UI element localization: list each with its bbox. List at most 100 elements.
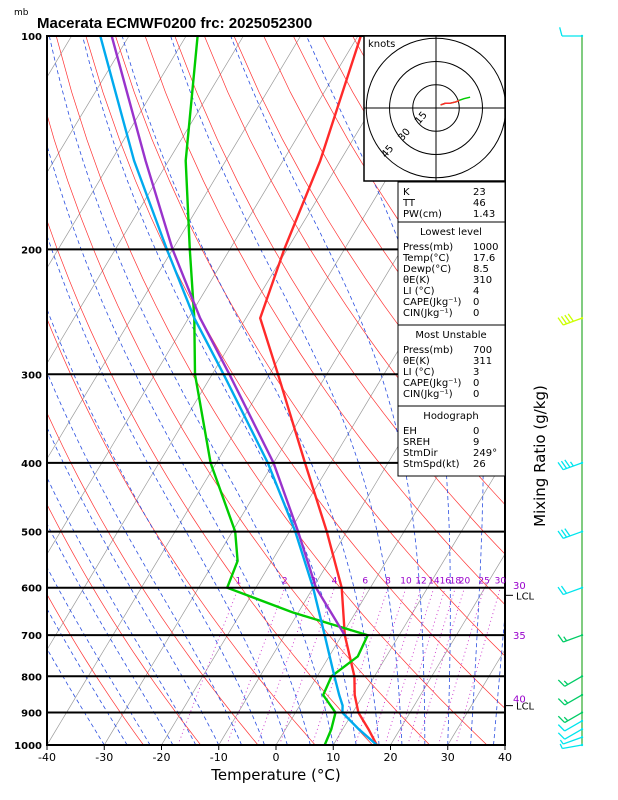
dry-adiabat — [47, 317, 316, 745]
dry-adiabat — [233, 36, 505, 457]
index-value: 249° — [473, 448, 497, 459]
temperature-tick-label: -10 — [210, 751, 228, 764]
isotherm-line — [103, 76, 505, 745]
mixing-ratio-label: 6 — [362, 577, 368, 587]
index-value: 4 — [473, 286, 479, 297]
index-label: Temp(°C) — [402, 253, 450, 264]
moist-adiabat — [47, 234, 288, 745]
temperature-tick-label: -20 — [153, 751, 171, 764]
wind-barb-flag — [560, 529, 568, 538]
dry-adiabat — [144, 36, 505, 606]
temperature-tick-label: 30 — [441, 751, 455, 764]
mixing-ratio-line — [417, 587, 465, 745]
index-value: 46 — [473, 198, 486, 209]
mixing-ratio-label: 18 — [450, 577, 462, 587]
isotherm-line — [390, 553, 505, 745]
wind-barb-dot — [580, 736, 584, 739]
index-value: 26 — [473, 459, 486, 470]
index-value: 700 — [473, 345, 492, 356]
isotherm-line — [47, 36, 244, 364]
index-value: 0 — [473, 378, 479, 389]
index-label: θE(K) — [403, 275, 430, 286]
index-value: 3 — [473, 367, 479, 378]
index-label: K — [403, 187, 410, 198]
index-label: PW(cm) — [403, 209, 442, 220]
indices-box — [397, 181, 506, 223]
index-section-title: Lowest level — [420, 227, 482, 238]
wind-barb-flag — [557, 732, 566, 740]
wind-barb-dot — [580, 530, 584, 533]
lcl-label: LCL — [516, 591, 535, 602]
wind-barb-flag — [567, 313, 574, 322]
wind-barb-dot — [580, 586, 584, 589]
index-value: 0 — [473, 426, 479, 437]
pressure-tick-label: 200 — [21, 245, 42, 256]
wind-barb-flag — [557, 698, 566, 706]
moist-adiabat — [48, 36, 334, 745]
background-lines — [0, 36, 505, 745]
mixing-ratio-label: 8 — [385, 577, 391, 587]
theta-e-label: 30 — [513, 581, 526, 592]
wind-barb-flag — [557, 586, 564, 595]
isotherm-line — [47, 36, 130, 174]
wind-barb-flag — [559, 743, 563, 749]
mixing-ratio-label: 10 — [400, 577, 412, 587]
index-label: LI (°C) — [403, 286, 435, 297]
wind-barb-flag — [557, 461, 564, 471]
moist-adiabat — [47, 308, 265, 745]
pressure-tick-label: 700 — [21, 631, 42, 642]
isotherm-line — [47, 36, 301, 460]
wind-barb-flag — [563, 636, 568, 642]
isotherm-line — [47, 36, 416, 651]
moist-adiabat — [47, 144, 311, 745]
wind-barb-flag — [557, 317, 564, 326]
wind-barb-flag — [564, 459, 571, 468]
wind-barb-dot — [580, 675, 584, 678]
lcl-label: LCL — [516, 702, 535, 713]
dry-adiabat — [174, 36, 505, 555]
mixing-ratio-line — [311, 587, 366, 745]
moist-adiabat — [47, 566, 151, 745]
index-label: StmSpd(kt) — [403, 459, 460, 470]
indices-box — [397, 405, 506, 477]
wind-barb-dot — [580, 728, 584, 731]
pressure-tick-label: 900 — [21, 709, 42, 720]
index-value: 1000 — [473, 242, 498, 253]
moist-adiabat — [82, 36, 357, 745]
dewpoint-profile — [184, 36, 370, 745]
wind-barb-dot — [580, 316, 584, 320]
index-value: 0 — [473, 389, 479, 400]
pressure-tick-label: 300 — [21, 370, 42, 381]
index-value: 0 — [473, 297, 479, 308]
wind-barb-flag — [557, 724, 566, 732]
isotherm-line — [0, 36, 14, 745]
temperature-tick-label: 40 — [498, 751, 512, 764]
sounding-profiles — [99, 36, 378, 745]
wind-barb-flag — [559, 27, 563, 37]
dry-adiabat — [55, 36, 488, 745]
wind-barb-flag — [564, 528, 571, 537]
mixing-ratio-label: 2 — [282, 577, 288, 587]
pressure-unit-label: mb — [14, 8, 29, 18]
isotherm-line — [275, 362, 505, 745]
temperature-tick-labels: -40 -30 -20 -10 0 10 20 30 40 — [38, 745, 512, 764]
index-value: 9 — [473, 437, 479, 448]
index-value: 1.43 — [473, 209, 495, 220]
mixing-ratio-line — [370, 587, 422, 745]
wind-barb-flag — [560, 585, 568, 594]
index-section-title: Hodograph — [423, 411, 478, 422]
index-value: 8.5 — [473, 264, 489, 275]
mixing-ratio-label: 1 — [236, 577, 242, 587]
wind-barb-flag — [560, 316, 568, 325]
dry-adiabat — [204, 36, 505, 506]
pressure-tick-label: 1000 — [14, 741, 42, 752]
index-label: TT — [402, 198, 416, 209]
mixing-ratio-axis-title: Mixing Ratio (g/kg) — [531, 385, 549, 527]
index-label: SREH — [403, 437, 430, 448]
temperature-tick-label: 20 — [384, 751, 398, 764]
lcl-labels: LCL LCL — [505, 591, 535, 713]
wind-barb-flag — [563, 699, 569, 704]
mixing-ratio-line — [226, 587, 286, 745]
